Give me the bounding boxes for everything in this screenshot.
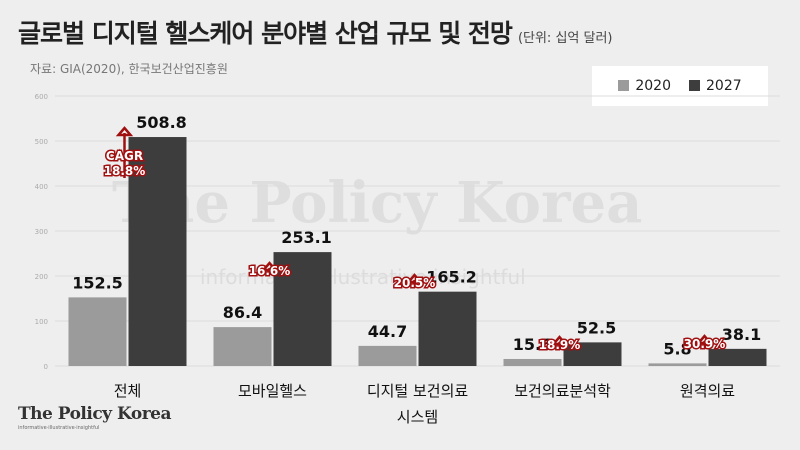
y-tick-label: 500 — [35, 138, 48, 146]
bar-2020 — [503, 358, 562, 366]
cagr-arrow-head — [550, 335, 569, 346]
y-tick-label: 0 — [44, 363, 48, 371]
cagr-label: 30.9% — [684, 337, 726, 351]
legend-label-2027: 2027 — [706, 78, 742, 94]
cagr-label: 20.5% — [394, 276, 436, 290]
data-label-2020: 5.8 — [663, 339, 691, 358]
data-label-2027: 508.8 — [136, 113, 187, 132]
data-label-2020: 152.5 — [72, 273, 123, 292]
bar-2027 — [273, 252, 332, 366]
x-tick-label: 전체 — [114, 382, 142, 400]
x-tick-label: 원격의료 — [680, 382, 735, 400]
bar-2020 — [358, 345, 417, 366]
bar-2020 — [68, 297, 127, 366]
data-label-2020: 44.7 — [368, 322, 407, 341]
unit-label: (단위: 십억 달러) — [517, 31, 613, 46]
bar-2027 — [128, 137, 187, 366]
bar-2027 — [708, 348, 767, 366]
data-label-2027: 165.2 — [426, 268, 477, 287]
data-label-2020: 86.4 — [223, 303, 262, 322]
cagr-label: CAGR — [106, 149, 143, 163]
chart-title: 글로벌 디지털 헬스케어 분야별 산업 규모 및 전망 (단위: 십억 달러) — [18, 14, 613, 50]
legend-swatch-2027 — [689, 80, 700, 91]
x-tick-label: 시스템 — [397, 408, 438, 426]
y-tick-label: 300 — [35, 228, 48, 236]
source-text: 자료: GIA(2020), 한국보건산업진흥원 — [30, 62, 228, 76]
bar-2027 — [563, 342, 622, 366]
x-tick-label: 보건의료분석학 — [514, 382, 611, 400]
cagr-arrow-head — [260, 261, 279, 272]
cagr-label: 18.8% — [104, 164, 146, 178]
logo-text: The Policy Korea — [18, 404, 172, 424]
x-tick-label: 모바일헬스 — [238, 382, 307, 400]
y-tick-label: 200 — [35, 273, 48, 281]
y-tick-label: 400 — [35, 183, 48, 191]
cagr-arrow-head — [115, 126, 134, 137]
cagr-arrow-head — [405, 273, 424, 284]
cagr-label: 18.9% — [539, 338, 581, 352]
logo: The Policy Korea informative·illustrativ… — [18, 404, 172, 431]
legend-swatch-2020 — [618, 80, 630, 91]
cagr-label: 16.6% — [249, 264, 291, 278]
bar-2020 — [213, 327, 272, 366]
logo-subtext: informative·illustrative·insightful — [18, 425, 100, 431]
bar-2020 — [648, 363, 707, 366]
data-label-2027: 38.1 — [722, 325, 761, 344]
cagr-arrow-head — [695, 334, 714, 345]
legend-item-2027: 2027 — [689, 78, 742, 94]
data-label-2027: 52.5 — [577, 318, 616, 337]
data-label-2027: 253.1 — [281, 228, 332, 247]
bar-2027 — [418, 291, 477, 366]
legend-label-2020: 2020 — [635, 78, 671, 94]
title-text: 글로벌 디지털 헬스케어 분야별 산업 규모 및 전망 — [18, 19, 513, 48]
y-tick-label: 100 — [35, 318, 48, 326]
data-label-2020: 15.6 — [513, 335, 552, 354]
legend: 2020 2027 — [592, 66, 768, 106]
x-tick-label: 디지털 보건의료 — [367, 382, 469, 400]
legend-item-2020: 2020 — [618, 78, 671, 94]
y-tick-label: 600 — [35, 93, 48, 101]
